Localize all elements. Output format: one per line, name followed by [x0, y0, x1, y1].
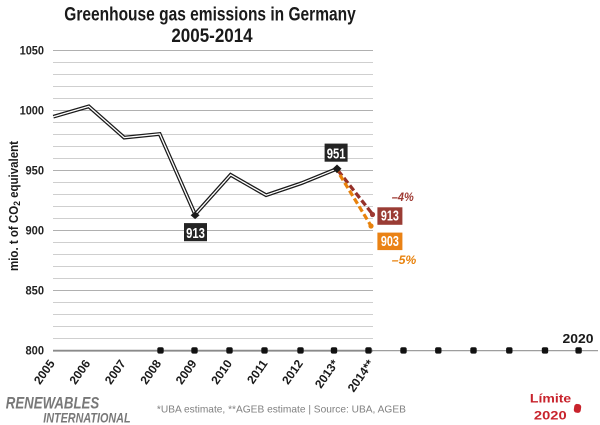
svg-text:RENEWABLES: RENEWABLES — [6, 395, 99, 413]
svg-text:913: 913 — [381, 208, 399, 224]
svg-text:2020: 2020 — [563, 331, 594, 346]
svg-text:2005-2014: 2005-2014 — [171, 26, 253, 47]
svg-text:INTERNATIONAL: INTERNATIONAL — [43, 410, 130, 425]
svg-text:850: 850 — [26, 283, 45, 297]
svg-text:*UBA estimate, **AGEB estimate: *UBA estimate, **AGEB estimate | Source:… — [157, 403, 406, 415]
svg-text:Greenhouse gas emissions in Ge: Greenhouse gas emissions in Germany — [64, 5, 356, 26]
svg-text:1000: 1000 — [20, 103, 45, 117]
svg-text:913: 913 — [186, 226, 205, 242]
svg-text:1050: 1050 — [20, 43, 45, 57]
svg-text:950: 950 — [26, 163, 45, 177]
svg-text:Límite: Límite — [530, 392, 572, 406]
svg-text:900: 900 — [26, 223, 45, 237]
svg-text:2020: 2020 — [534, 409, 567, 423]
svg-text:mio. t of CO2 equivalent: mio. t of CO2 equivalent — [6, 140, 23, 271]
svg-text:800: 800 — [26, 343, 45, 357]
svg-text:951: 951 — [327, 147, 346, 163]
svg-text:–5%: –5% — [392, 253, 417, 267]
svg-text:903: 903 — [381, 234, 399, 250]
svg-text:–4%: –4% — [392, 190, 414, 204]
